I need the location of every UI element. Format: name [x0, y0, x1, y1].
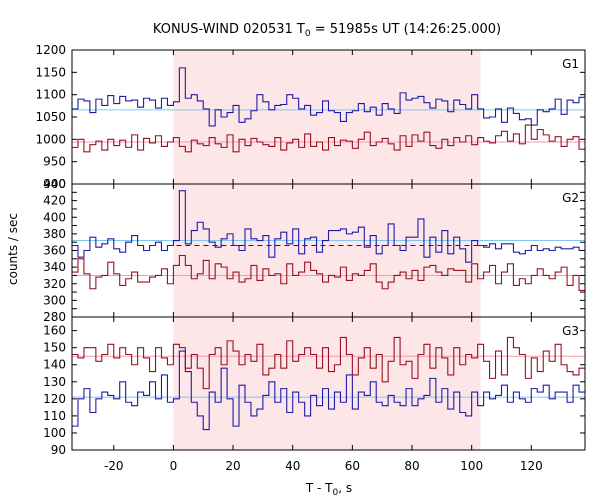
x-tick-label: 80 [404, 459, 419, 473]
y-tick-label: 130 [43, 375, 66, 389]
y-axis-label: counts / sec [6, 213, 20, 285]
x-tick-label: 40 [285, 459, 300, 473]
y-tick-label: 400 [43, 210, 66, 224]
panel-g2: 280 300 320 340 360 380 400 420 440 G2 [43, 177, 586, 324]
x-tick-label: -20 [104, 459, 124, 473]
y-tick-label: 1000 [35, 132, 66, 146]
panel-g3: 90 100 110 120 130 140 150 160 G3 [43, 316, 586, 457]
x-axis: -20 0 20 40 60 80 100 120 [104, 459, 543, 473]
y-tick-label: 280 [43, 310, 66, 324]
highlight-interval [173, 317, 481, 450]
y-tick-label: 420 [43, 194, 66, 208]
y-tick-label: 100 [43, 426, 66, 440]
y-tick-label: 1100 [35, 88, 66, 102]
x-tick-label: 0 [170, 459, 178, 473]
y-tick-label: 1050 [35, 110, 66, 124]
blue-series [72, 190, 585, 263]
y-tick-label: 120 [43, 392, 66, 406]
red-series [72, 124, 585, 153]
panel-label: G2 [562, 191, 579, 205]
blue-series [72, 350, 585, 431]
y-tick-label: 360 [43, 244, 66, 258]
x-axis-label: T - T0, s [305, 481, 352, 498]
blue-series [72, 67, 585, 127]
y-tick-label: 1200 [35, 43, 66, 57]
panel-g1: 900 950 1000 1050 1100 1150 1200 G1 [35, 43, 586, 191]
panel-label: G3 [562, 324, 579, 338]
highlight-interval [173, 184, 481, 317]
x-tick-label: 60 [345, 459, 360, 473]
red-series [72, 254, 585, 291]
y-tick-label: 160 [43, 324, 66, 338]
y-tick-label: 1150 [35, 65, 66, 79]
x-tick-label: 100 [460, 459, 483, 473]
y-tick-label: 90 [51, 443, 66, 457]
y-tick-label: 950 [43, 155, 66, 169]
y-tick-label: 150 [43, 341, 66, 355]
panel-label: G1 [562, 57, 579, 71]
y-tick-label: 340 [43, 260, 66, 274]
highlight-interval [173, 50, 481, 184]
y-tick-label: 440 [43, 177, 66, 191]
y-tick-label: 380 [43, 227, 66, 241]
x-tick-label: 120 [520, 459, 543, 473]
y-tick-label: 110 [43, 409, 66, 423]
panel-frame [71, 316, 586, 451]
chart-title: KONUS-WIND 020531 T0 = 51985s UT (14:26:… [153, 22, 501, 39]
y-tick-label: 300 [43, 293, 66, 307]
red-series [72, 336, 585, 390]
y-tick-label: 900 [43, 177, 66, 191]
y-tick-label: 140 [43, 358, 66, 372]
x-tick-label: 20 [225, 459, 240, 473]
y-tick-label: 320 [43, 277, 66, 291]
